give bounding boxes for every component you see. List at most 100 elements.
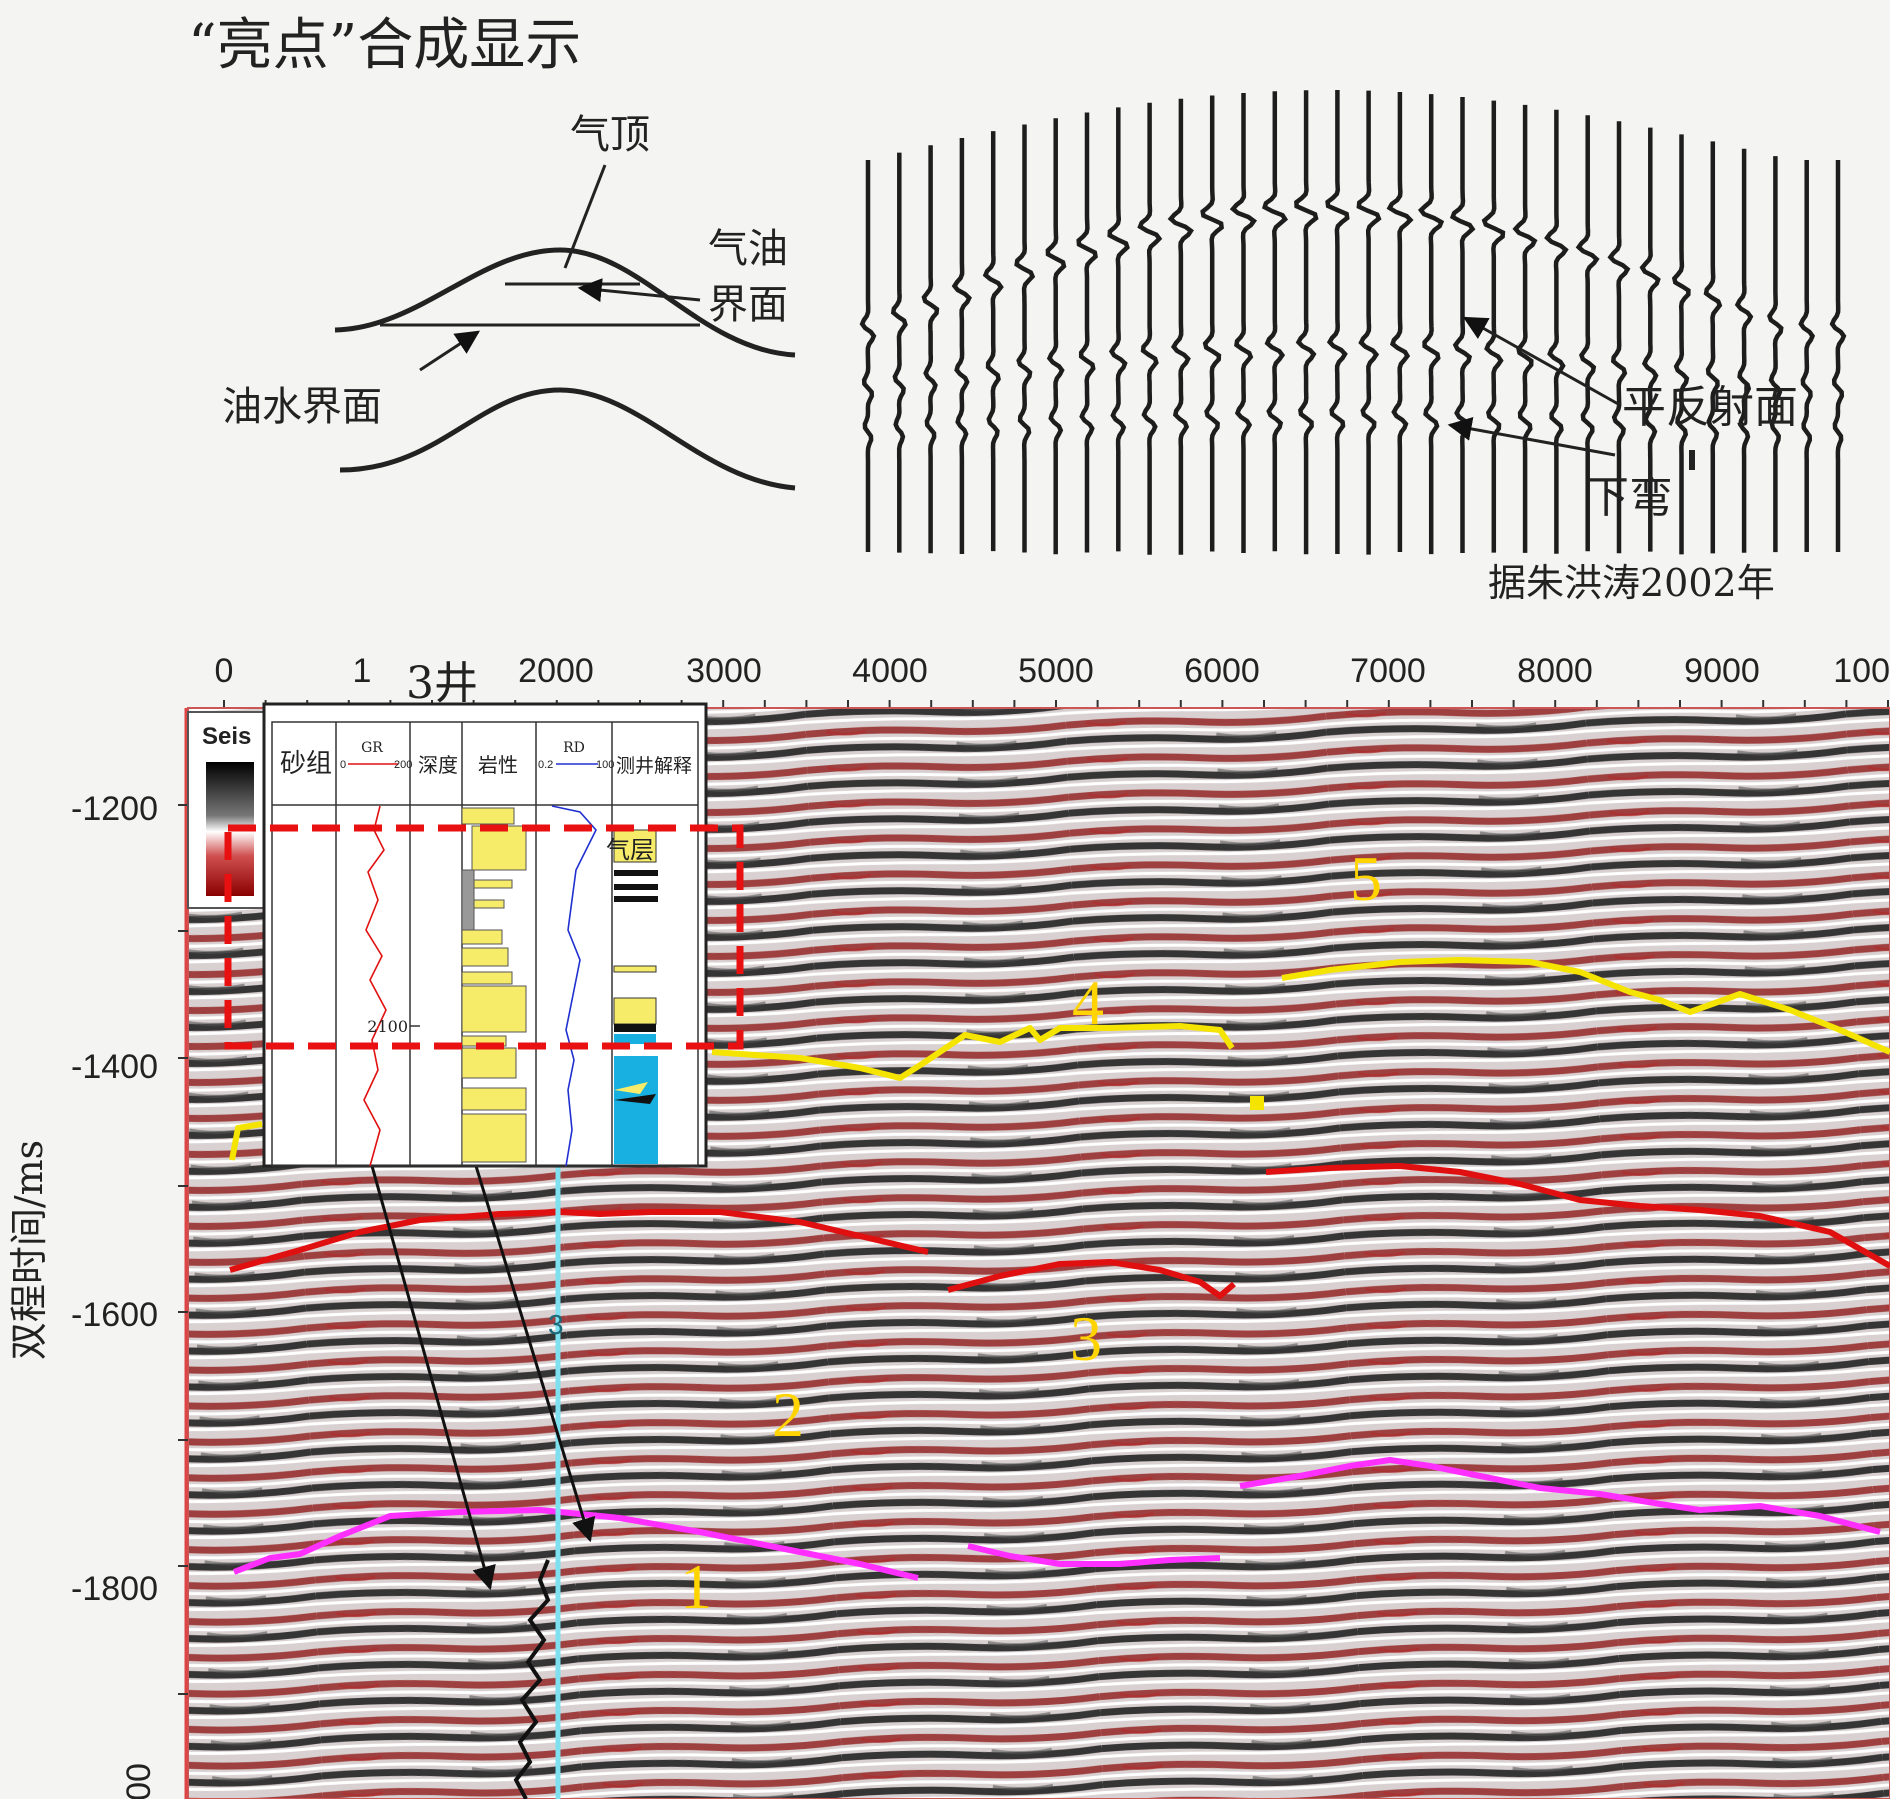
gas-cap-pointer	[563, 164, 607, 269]
magenta-horizon-left	[232, 1507, 919, 1581]
synthetic-trace	[1481, 100, 1506, 553]
log-col-rd: RD	[563, 740, 585, 756]
synthetic-trace	[1767, 156, 1784, 553]
synthetic-trace	[1045, 118, 1067, 555]
well-name: 3井	[406, 658, 478, 709]
upper-anticline-curve	[334, 247, 796, 358]
x-tick: 6000	[1184, 652, 1260, 690]
y-axis: -1200 -1400 -1600 -1800 00 双程时间/ms	[7, 708, 188, 1799]
x-tick: 2000	[518, 652, 594, 690]
synthetic-trace	[1325, 90, 1350, 554]
synthetic-traces	[859, 90, 1847, 555]
y-tick: -1600	[71, 1296, 158, 1334]
yellow-horizon-left	[229, 1121, 263, 1161]
synthetic-trace	[951, 138, 972, 554]
well-log-panel: 砂组 GR 0 200 深度 岩性 RD 0.2 100 测井解释	[262, 702, 708, 1168]
gr-log-curve	[363, 805, 387, 1167]
x-tick: 9000	[1684, 652, 1760, 690]
yellow-horizon-fault-dot	[1250, 1096, 1264, 1110]
red-horizon-right	[1265, 1163, 1890, 1269]
horizon-number-3: 3	[1070, 1303, 1102, 1374]
synthetic-trace	[1512, 104, 1538, 553]
oil-water-pointer	[419, 330, 481, 372]
synthetic-trace	[1575, 115, 1600, 552]
synthetic-trace	[859, 160, 877, 552]
x-axis: 0 1 2000 3000 4000 5000 6000 7000 8000 9…	[215, 652, 1890, 708]
synthetic-trace	[1671, 134, 1691, 555]
gas-oil-contact-label-1: 气油	[708, 226, 788, 272]
figure-title: “亮点”合成显示	[188, 13, 581, 78]
synthetic-trace	[1014, 124, 1036, 553]
lower-anticline-curve	[339, 387, 796, 491]
horizon-number-2: 2	[772, 1379, 804, 1450]
synthetic-trace	[1639, 127, 1661, 552]
gr-scale-max: 200	[394, 759, 412, 771]
well-marker-number: 3	[548, 1309, 564, 1340]
x-tick: 1	[353, 652, 372, 690]
synthetic-trace	[921, 145, 940, 554]
log-col-gr: GR	[361, 740, 383, 756]
synthetic-trace	[1076, 112, 1098, 553]
synthetic-trace	[1798, 160, 1816, 552]
log-arrow-left	[370, 1165, 496, 1591]
y-tick: -1800	[71, 1570, 158, 1608]
synthetic-trace	[1829, 160, 1847, 552]
synthetic-trace	[1137, 102, 1163, 555]
synthetic-trace	[1200, 95, 1224, 552]
synthetic-trace	[1229, 93, 1258, 553]
sag-label: 下弯	[1585, 472, 1673, 523]
rd-log-curve	[551, 805, 597, 1167]
gas-zone-dashed-box	[224, 824, 744, 1050]
log-col-sand-group: 砂组	[280, 749, 332, 779]
synthetic-trace	[1544, 109, 1569, 554]
synthetic-trace	[1607, 121, 1631, 554]
log-col-interpretation: 测井解释	[616, 755, 692, 777]
x-tick: 100	[1833, 652, 1890, 690]
synthetic-trace	[890, 152, 908, 553]
section-frame	[187, 707, 1890, 1799]
synthetic-trace	[1294, 90, 1319, 555]
yellow-horizon-middle	[711, 1023, 1235, 1081]
colorbar-label: Seis	[202, 723, 251, 750]
gas-cap-label: 气顶	[570, 112, 650, 158]
red-horizon-left	[229, 1209, 929, 1273]
y-tick: 00	[120, 1763, 158, 1799]
synthetic-trace	[1107, 107, 1130, 552]
x-tick: 4000	[852, 652, 928, 690]
synthetic-trace	[1356, 90, 1382, 555]
gr-scale-min: 0	[340, 759, 346, 771]
well-track: 3	[370, 1150, 596, 1799]
x-tick: 3000	[686, 652, 762, 690]
colorbar: Seis	[187, 711, 267, 909]
x-tick: 7000	[1350, 652, 1426, 690]
horizon-number-1: 1	[680, 1551, 712, 1622]
gas-oil-contact-label-2: 界面	[708, 282, 788, 328]
depth-tick-label: 2100	[367, 1017, 408, 1036]
well-log-curve	[513, 1559, 551, 1799]
red-horizon-middle	[947, 1259, 1236, 1299]
lithology-column	[461, 807, 527, 1163]
synthetic-panel: “亮点”合成显示 气顶 气油 界面 油水界面 平反射面 下弯 据朱洪涛2002年	[188, 13, 1847, 605]
x-tick: 8000	[1517, 652, 1593, 690]
log-arrow-right	[474, 1165, 596, 1543]
rd-scale-min: 0.2	[538, 759, 553, 771]
y-tick: -1200	[71, 790, 158, 828]
anticline-model	[334, 164, 796, 491]
flat-reflection-pointer	[1462, 316, 1621, 407]
synthetic-trace	[1449, 97, 1476, 553]
x-tick: 5000	[1018, 652, 1094, 690]
sag-pointer	[1447, 417, 1616, 457]
synthetic-trace	[1417, 94, 1445, 555]
gas-oil-pointer	[577, 278, 701, 303]
rd-scale-max: 100	[596, 759, 614, 771]
x-tick: 0	[215, 652, 234, 690]
log-col-depth: 深度	[418, 753, 458, 777]
log-col-lithology: 岩性	[478, 753, 518, 777]
yellow-horizon-right	[1281, 957, 1890, 1055]
magenta-horizon-right	[1239, 1457, 1881, 1535]
oil-water-contact-label: 油水界面	[222, 384, 382, 430]
trace-annotations	[1447, 316, 1695, 470]
synthetic-trace	[1703, 141, 1723, 554]
source-citation: 据朱洪涛2002年	[1488, 561, 1775, 605]
synthetic-trace	[1167, 98, 1194, 555]
